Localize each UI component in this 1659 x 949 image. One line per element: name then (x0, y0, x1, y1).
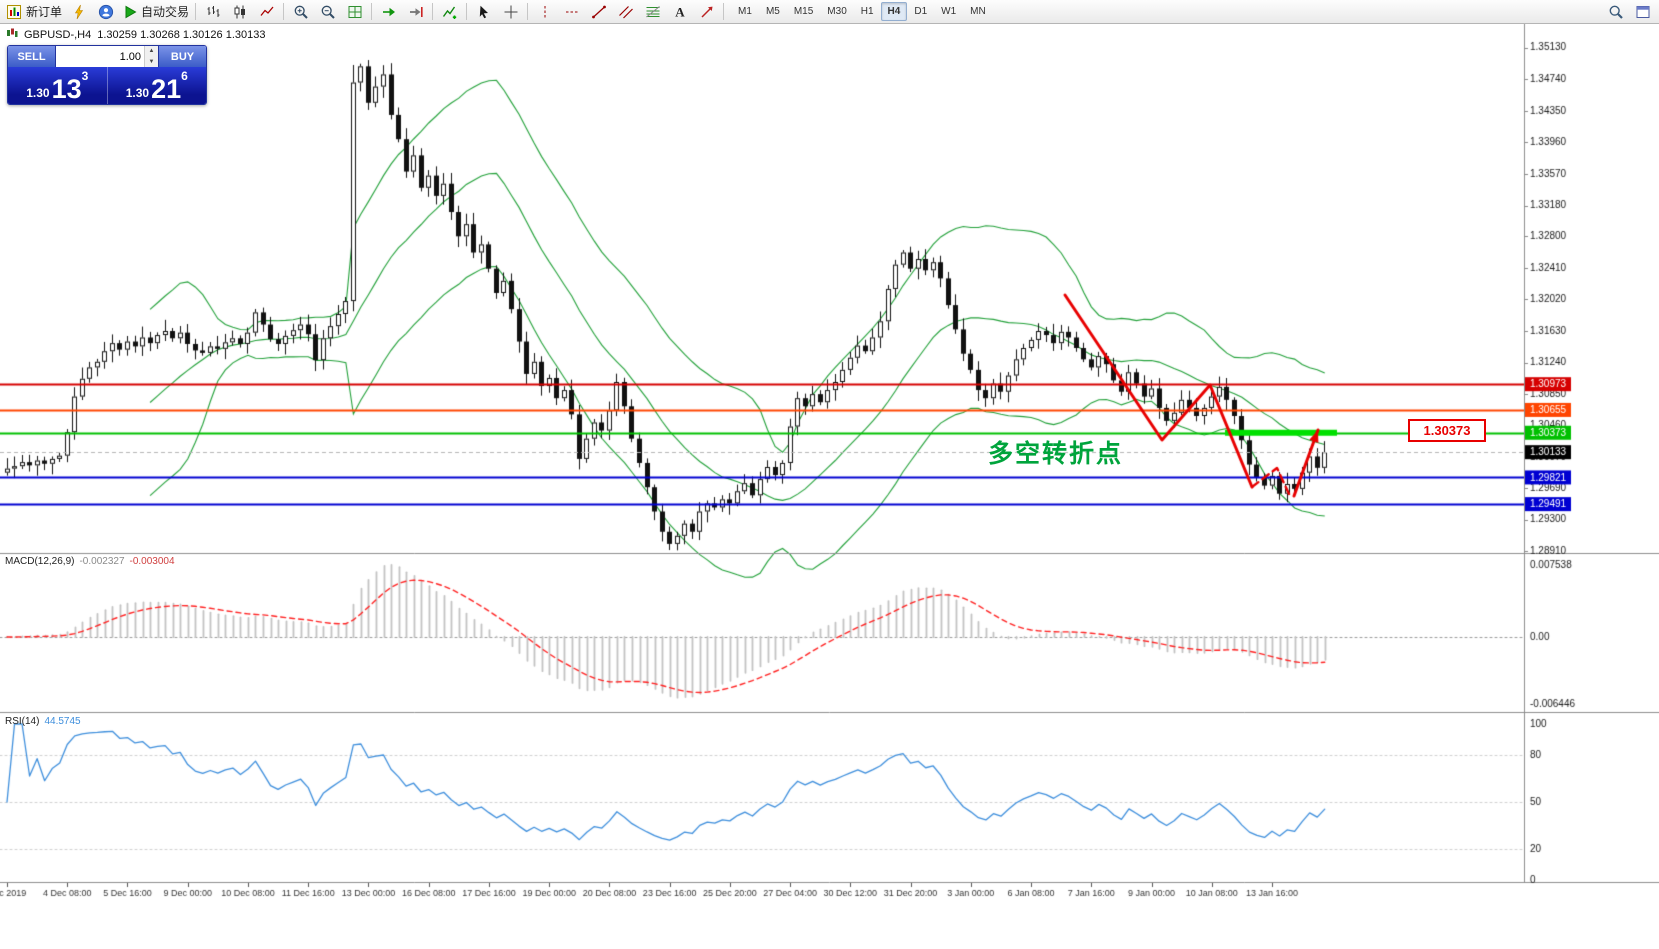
timeframe-m15-button[interactable]: M15 (793, 6, 814, 17)
buy-price-display[interactable]: 1.30 21 6 (108, 67, 207, 104)
chart-title: GBPUSD-,H4 1.30259 1.30268 1.30126 1.301… (6, 27, 265, 42)
zoom-out-button[interactable] (314, 1, 341, 23)
toolbar-separator (195, 3, 197, 20)
sell-button[interactable]: SELL (8, 46, 55, 67)
rsi-indicator-title: RSI(14) 44.5745 (5, 716, 81, 727)
vertical-line-button[interactable] (531, 1, 558, 23)
rsi-label: RSI(14) (5, 716, 40, 727)
text-label-button[interactable]: A (666, 1, 693, 23)
tile-windows-button[interactable] (341, 1, 368, 23)
cursor-button[interactable] (470, 1, 497, 23)
toolbar-separator (432, 3, 434, 20)
sell-price-point: 3 (81, 69, 89, 83)
line-chart-button[interactable] (253, 1, 280, 23)
trendline-button[interactable] (585, 1, 612, 23)
equidistant-channel-button[interactable] (612, 1, 639, 23)
volume-up-button[interactable]: ▲ (145, 46, 158, 57)
indicators-button[interactable] (436, 1, 463, 23)
toolbar-separator (723, 3, 725, 20)
symbol-period-label: GBPUSD-,H4 (24, 28, 92, 41)
timeframe-mn-button[interactable]: MN (970, 6, 986, 17)
timeframe-m5-button[interactable]: M5 (765, 6, 780, 17)
window-layout-button[interactable] (1629, 1, 1656, 23)
chart-symbol-icon (6, 27, 18, 42)
volume-field: ▲ ▼ (55, 46, 159, 67)
macd-signal-value: -0.003004 (129, 556, 175, 567)
toolbar-separator (466, 3, 468, 20)
fibonacci-button[interactable] (639, 1, 666, 23)
chart-shift-button[interactable] (402, 1, 429, 23)
timeframe-h4-button[interactable]: H4 (880, 2, 908, 21)
volume-spinner: ▲ ▼ (144, 46, 158, 67)
toolbar-right-group (1602, 1, 1656, 23)
toolbar-separator (283, 3, 285, 20)
macd-indicator-title: MACD(12,26,9) -0.002327 -0.003004 (5, 556, 175, 567)
sell-price-display[interactable]: 1.30 13 3 (8, 67, 108, 104)
rsi-value: 44.5745 (44, 716, 81, 727)
buy-price-figure: 1.30 (125, 86, 150, 100)
sell-price-figure: 1.30 (26, 86, 50, 100)
timeframe-w1-button[interactable]: W1 (941, 6, 957, 17)
buy-price-point: 6 (181, 69, 188, 83)
timeframe-toolbar: M1 M5 M15 M30 H1 H4 D1 W1 MN (731, 2, 993, 21)
zoom-in-button[interactable] (287, 1, 314, 23)
autotrading-button-label: 自动交易 (141, 5, 190, 19)
search-button[interactable] (1602, 1, 1629, 23)
bar-chart-button[interactable] (199, 1, 226, 23)
annotation-text: 多空转折点 (988, 440, 1124, 468)
timeframe-d1-button[interactable]: D1 (914, 6, 928, 17)
price-callout-label: 1.30373 (1408, 419, 1486, 442)
toolbar-separator (371, 3, 373, 20)
timeframe-m30-button[interactable]: M30 (827, 6, 847, 17)
metaeditor-button[interactable] (65, 1, 92, 23)
timeframe-h1-button[interactable]: H1 (860, 6, 874, 17)
volume-down-button[interactable]: ▼ (145, 56, 158, 67)
arrows-button[interactable] (693, 1, 720, 23)
sell-price-pips: 13 (51, 74, 82, 105)
macd-main-value: -0.002327 (79, 556, 125, 567)
timeframe-m1-button[interactable]: M1 (738, 6, 752, 17)
candlestick-chart-button[interactable] (226, 1, 253, 23)
horizontal-line-button[interactable] (558, 1, 585, 23)
ohlc-values: 1.30259 1.30268 1.30126 1.30133 (97, 28, 266, 41)
svg-text:A: A (675, 4, 685, 19)
buy-price-pips: 21 (151, 74, 182, 105)
crosshair-button[interactable] (497, 1, 524, 23)
new-order-button-label: 新订单 (26, 5, 63, 19)
autotrading-button[interactable]: 自动交易 (119, 1, 192, 23)
macd-label: MACD(12,26,9) (5, 556, 75, 567)
toolbar-separator (527, 3, 529, 20)
profiles-button[interactable] (92, 1, 119, 23)
volume-input[interactable] (56, 46, 144, 67)
toolbar: 新订单 自动交易 A M1 M5 M15 M30 H1 H4 D1 W1 MN (0, 0, 1659, 24)
new-order-button[interactable]: 新订单 (3, 1, 65, 23)
one-click-trading-panel: SELL ▲ ▼ BUY 1.30 13 3 1.30 21 6 (7, 45, 207, 105)
price-chart-canvas[interactable] (0, 24, 1659, 949)
auto-scroll-button[interactable] (375, 1, 402, 23)
buy-button[interactable]: BUY (159, 46, 206, 67)
